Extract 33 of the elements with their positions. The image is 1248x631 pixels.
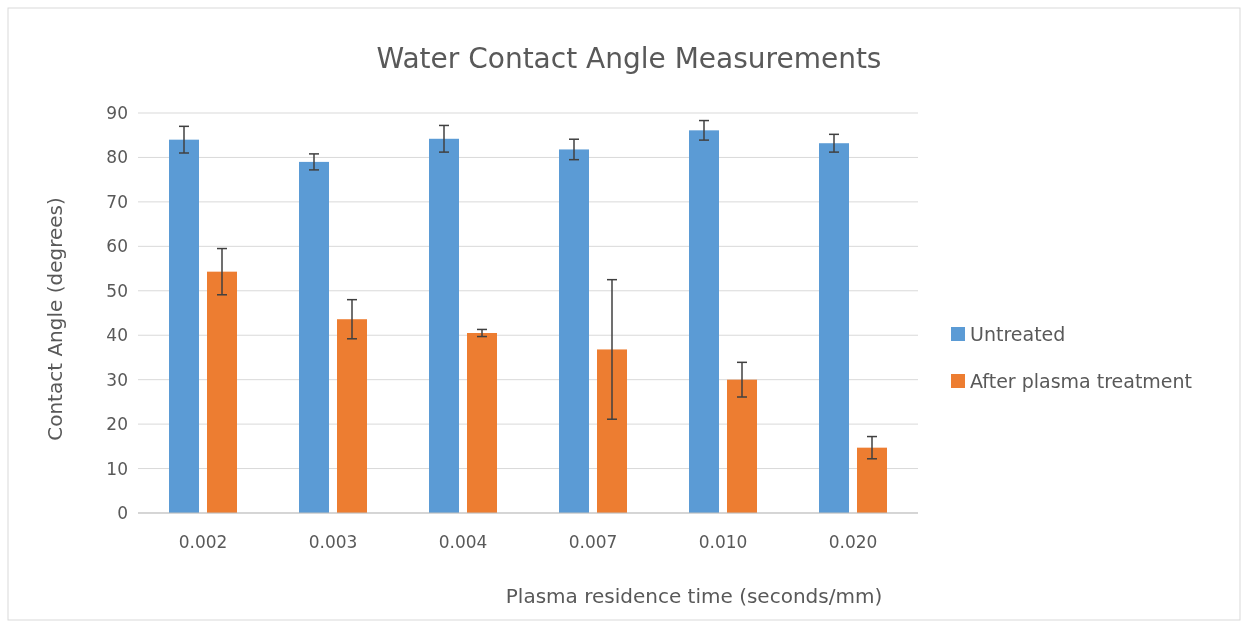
y-tick-label: 70 bbox=[106, 191, 128, 212]
x-tick-label: 0.004 bbox=[438, 532, 488, 552]
bar bbox=[727, 379, 757, 513]
x-tick-label: 0.010 bbox=[698, 532, 748, 552]
y-tick-label: 0 bbox=[117, 503, 128, 523]
x-axis-title: Plasma residence time (seconds/mm) bbox=[505, 584, 883, 608]
legend-label: After plasma treatment bbox=[970, 370, 1193, 392]
bar bbox=[429, 138, 459, 513]
x-tick-label: 0.007 bbox=[568, 532, 618, 552]
bar bbox=[299, 161, 329, 513]
bar bbox=[597, 349, 627, 513]
y-axis-title: Contact Angle (degrees) bbox=[43, 197, 67, 441]
bar bbox=[819, 143, 849, 513]
y-tick-label: 20 bbox=[106, 414, 128, 435]
chart-title: Water Contact Angle Measurements bbox=[376, 42, 882, 75]
bar bbox=[169, 139, 199, 513]
bar bbox=[559, 149, 589, 513]
x-tick-label: 0.002 bbox=[178, 532, 228, 552]
y-tick-label: 10 bbox=[106, 458, 128, 479]
bar bbox=[689, 130, 719, 513]
x-tick-label: 0.003 bbox=[308, 532, 358, 552]
y-tick-label: 30 bbox=[106, 369, 128, 390]
bar bbox=[207, 271, 237, 513]
y-tick-label: 60 bbox=[106, 236, 128, 257]
bar bbox=[337, 319, 367, 513]
y-tick-label: 50 bbox=[106, 280, 128, 301]
bar bbox=[857, 447, 887, 513]
y-tick-label: 80 bbox=[106, 147, 128, 168]
x-tick-label: 0.020 bbox=[828, 532, 878, 552]
y-tick-label: 90 bbox=[106, 103, 128, 123]
legend-label: Untreated bbox=[970, 323, 1066, 345]
y-tick-label: 40 bbox=[106, 325, 128, 346]
bar bbox=[467, 333, 497, 513]
